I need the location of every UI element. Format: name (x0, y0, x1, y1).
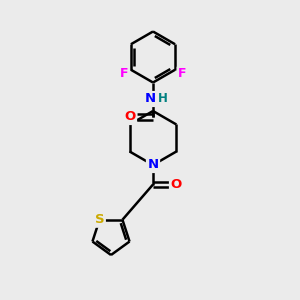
Text: N: N (144, 92, 156, 106)
Text: O: O (170, 178, 182, 191)
Text: H: H (158, 92, 167, 106)
Text: F: F (119, 68, 128, 80)
Text: N: N (147, 158, 159, 172)
Text: F: F (178, 68, 187, 80)
Text: O: O (124, 110, 136, 124)
Text: S: S (95, 213, 104, 226)
